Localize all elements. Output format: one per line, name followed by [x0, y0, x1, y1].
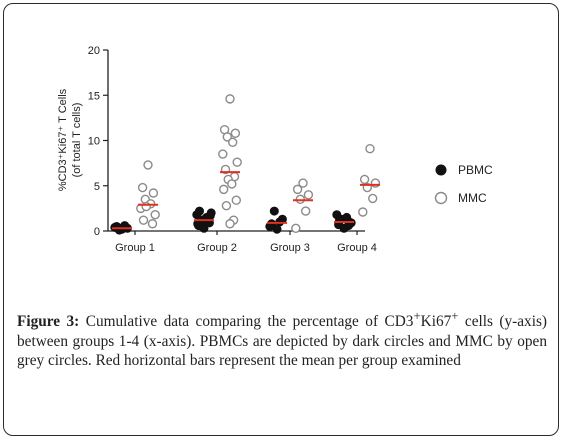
y-tick-label: 0 [94, 226, 100, 238]
caption-text: Cumulative data comparing the percentage… [17, 309, 548, 370]
legend: PBMC MMC [434, 163, 493, 205]
mmc-point [150, 210, 160, 220]
y-axis-label: %CD3⁺Ki67⁺ T Cells (of total T cells) [57, 88, 83, 191]
mmc-point [148, 188, 159, 198]
y-tick-label: 20 [88, 45, 100, 57]
legend-marker-mmc [434, 191, 448, 205]
mean-bars [112, 171, 380, 230]
mmc-point [232, 157, 242, 167]
mmc-point [225, 219, 235, 229]
x-tick-label: Group 3 [270, 242, 310, 254]
mmc-point [230, 128, 241, 138]
mmc-point [227, 137, 238, 148]
mmc-point [218, 184, 229, 195]
pbmc-point [205, 211, 215, 221]
mmc-point [301, 206, 311, 216]
mmc-point [227, 179, 237, 189]
mmc-point [368, 193, 378, 204]
figure-caption: Figure 3: Cumulative data comparing the … [17, 307, 547, 371]
mmc-point [298, 178, 308, 188]
x-tick-label: Group 4 [337, 242, 377, 254]
y-tick-label: 10 [88, 136, 100, 148]
y-ticks: 0 5 10 15 20 [88, 45, 108, 238]
mmc-point [358, 207, 368, 217]
mmc-point [292, 184, 303, 195]
mmc-point [303, 190, 314, 200]
mmc-point [137, 182, 148, 193]
mmc-point [359, 174, 370, 185]
pbmc-point [195, 206, 204, 216]
legend-label: MMC [458, 191, 487, 205]
mmc-point [225, 94, 235, 104]
mmc-point [147, 219, 158, 229]
legend-marker-pbmc [435, 164, 447, 176]
mmc-point [218, 149, 228, 159]
scatter-chart: 0 5 10 15 20 Group 1 Group 2 Group 3 Group 4 %C… [57, 45, 493, 254]
y-tick-label: 5 [94, 181, 100, 193]
mmc-point [291, 223, 301, 233]
caption-label: Figure 3: [17, 313, 80, 331]
data-points [110, 94, 381, 235]
x-tick-label: Group 1 [115, 242, 155, 254]
legend-label: PBMC [458, 163, 493, 177]
mmc-point [222, 132, 233, 142]
x-ticks: Group 1 Group 2 Group 3 Group 4 [115, 231, 377, 254]
mmc-point [138, 215, 149, 225]
x-tick-label: Group 2 [197, 242, 237, 254]
mmc-point [365, 143, 375, 154]
y-tick-label: 15 [88, 90, 100, 102]
y-axis-label-line1: %CD3⁺Ki67⁺ T Cells [57, 88, 69, 191]
mmc-point [231, 195, 242, 205]
mmc-point [221, 200, 232, 211]
pbmc-point [269, 206, 279, 216]
y-axis-label-line2: (of total T cells) [71, 103, 83, 178]
mmc-point [143, 160, 153, 170]
